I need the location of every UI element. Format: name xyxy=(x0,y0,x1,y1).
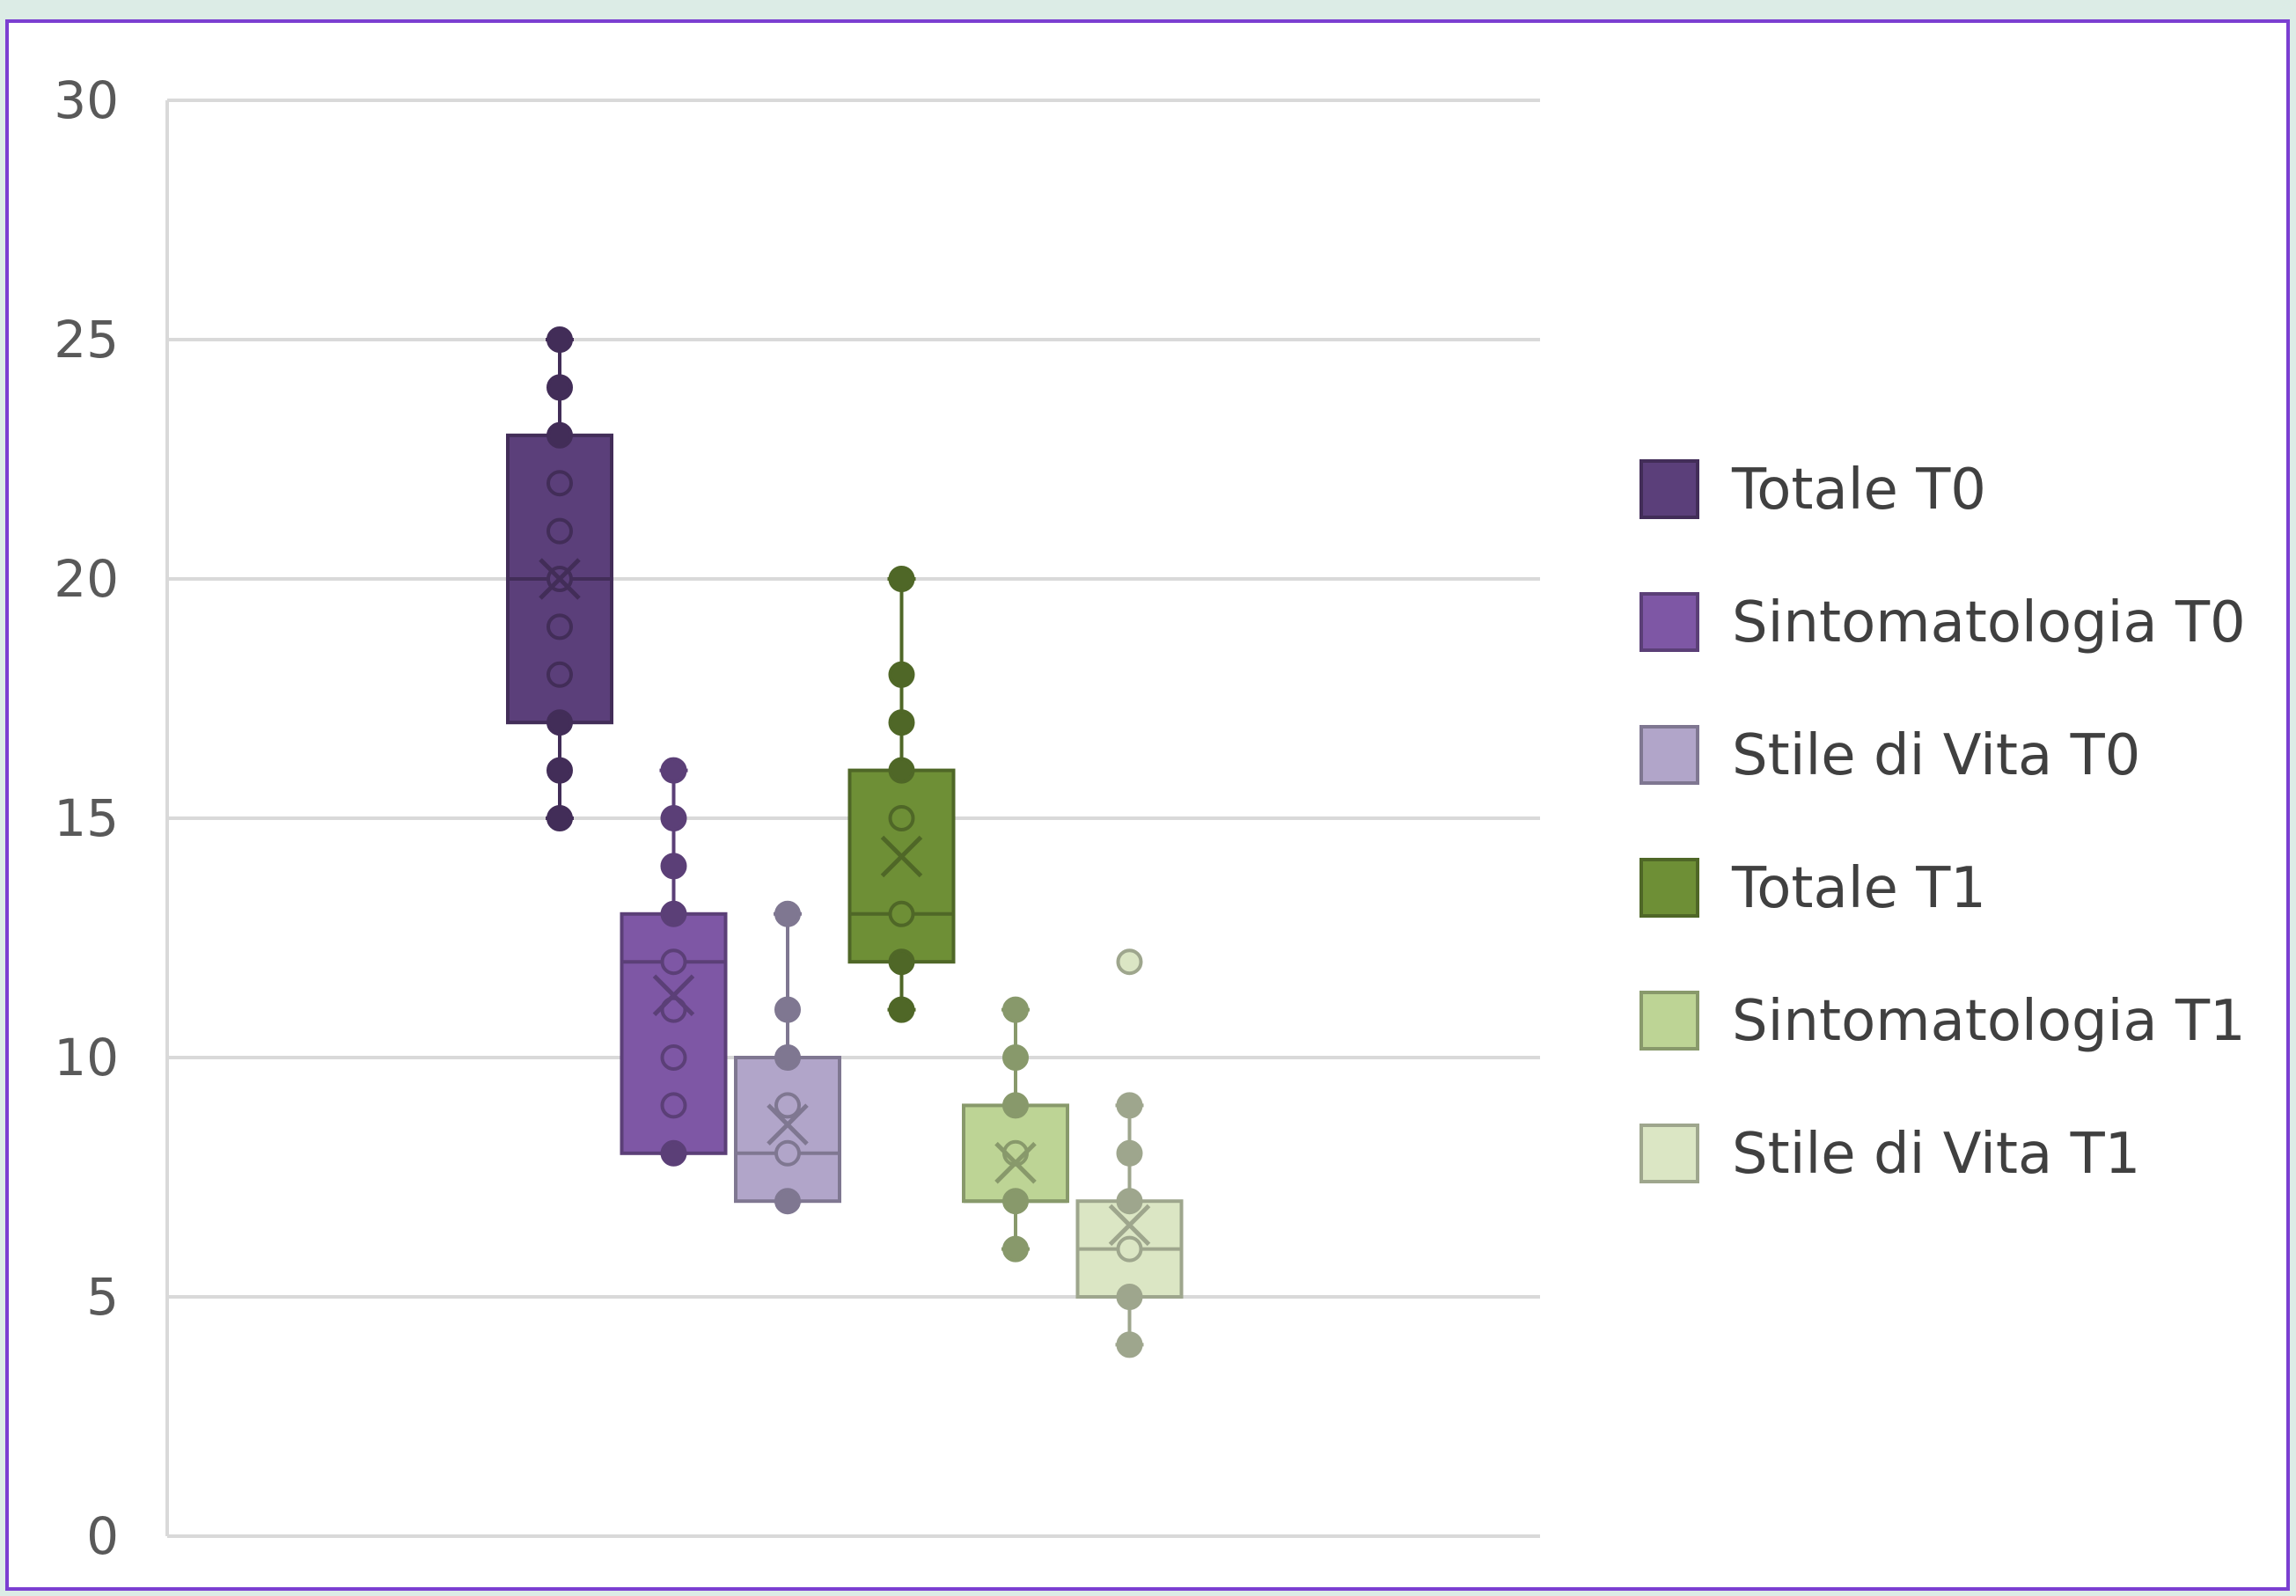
box-3 xyxy=(734,900,841,1215)
chart-frame: 0 5 10 15 20 25 30 Totale T0 Sintomatologia T0 S… xyxy=(5,19,2290,1591)
data-point xyxy=(774,996,801,1023)
legend-label: Totale T1 xyxy=(1731,856,1986,921)
data-point xyxy=(888,757,915,784)
y-tick-label: 0 xyxy=(86,1506,119,1566)
legend-label: Totale T0 xyxy=(1731,458,1986,523)
data-point xyxy=(546,326,573,353)
data-point xyxy=(660,948,687,976)
y-tick-label: 20 xyxy=(54,549,119,609)
box-1 xyxy=(506,326,613,831)
legend-swatch xyxy=(1639,725,1699,785)
data-point xyxy=(1002,1235,1029,1263)
box-plot-chart: 0 5 10 15 20 25 30 Totale T0 Sintomatologia T0 S… xyxy=(54,70,2246,1566)
data-point xyxy=(660,757,687,784)
plot-area xyxy=(506,326,1184,1358)
box-body xyxy=(847,768,956,964)
y-tick-label: 15 xyxy=(54,788,119,848)
legend-label: Stile di Vita T1 xyxy=(1732,1122,2140,1187)
grid-lines xyxy=(165,99,1540,1538)
box-body xyxy=(734,1056,841,1204)
mean-marker xyxy=(652,974,695,1017)
outlier-point xyxy=(1116,948,1143,976)
y-tick-label: 25 xyxy=(54,310,119,370)
data-point xyxy=(1116,1139,1143,1167)
data-point xyxy=(1116,1235,1143,1263)
data-point xyxy=(546,517,573,545)
legend-swatch xyxy=(1639,459,1699,519)
box-5 xyxy=(962,996,1069,1263)
data-point xyxy=(546,374,573,401)
data-point xyxy=(888,566,915,592)
data-point xyxy=(888,948,915,976)
data-point xyxy=(1116,1092,1143,1119)
data-point xyxy=(660,1044,687,1071)
data-point xyxy=(546,470,573,497)
legend-label: Sintomatologia T1 xyxy=(1732,989,2246,1054)
y-tick-label: 30 xyxy=(54,70,119,130)
legend: Totale T0 Sintomatologia T0 Stile di Vita … xyxy=(1639,458,2246,1187)
data-point xyxy=(1002,1092,1029,1119)
mean-marker xyxy=(1108,1204,1151,1247)
data-point xyxy=(888,900,915,927)
legend-swatch xyxy=(1639,1124,1699,1183)
box-6 xyxy=(1075,948,1184,1358)
data-point xyxy=(546,709,573,736)
data-point xyxy=(660,1139,687,1167)
data-point xyxy=(888,709,915,736)
legend-label: Sintomatologia T0 xyxy=(1732,590,2246,655)
data-point xyxy=(774,1044,801,1071)
data-point xyxy=(660,1092,687,1119)
mean-marker xyxy=(880,835,923,878)
mean-marker xyxy=(767,1103,809,1146)
data-point xyxy=(888,661,915,688)
data-point xyxy=(774,1092,801,1119)
legend-swatch xyxy=(1639,991,1699,1051)
data-point xyxy=(1116,1188,1143,1215)
data-point xyxy=(774,1188,801,1215)
box-2 xyxy=(620,757,728,1167)
data-point xyxy=(1002,1188,1029,1215)
y-axis: 0 5 10 15 20 25 30 xyxy=(54,70,119,1566)
mean-marker xyxy=(539,558,581,600)
box-4 xyxy=(847,566,956,1023)
data-point xyxy=(1116,1284,1143,1310)
data-point xyxy=(660,853,687,880)
data-point xyxy=(546,613,573,641)
data-point xyxy=(546,421,573,449)
legend-label: Stile di Vita T0 xyxy=(1732,723,2140,788)
legend-swatch xyxy=(1639,858,1699,918)
data-point xyxy=(546,805,573,831)
mean-marker xyxy=(994,1141,1037,1184)
data-point xyxy=(546,661,573,688)
data-point xyxy=(888,805,915,831)
data-point xyxy=(660,900,687,927)
legend-swatch xyxy=(1639,592,1699,652)
data-point xyxy=(774,900,801,927)
data-point xyxy=(1002,996,1029,1023)
data-point xyxy=(774,1139,801,1167)
data-point xyxy=(546,757,573,784)
data-point xyxy=(1002,1044,1029,1071)
data-point xyxy=(888,996,915,1023)
y-tick-label: 10 xyxy=(54,1028,119,1087)
data-point xyxy=(660,805,687,831)
data-point xyxy=(1116,1331,1143,1358)
y-tick-label: 5 xyxy=(86,1267,119,1327)
